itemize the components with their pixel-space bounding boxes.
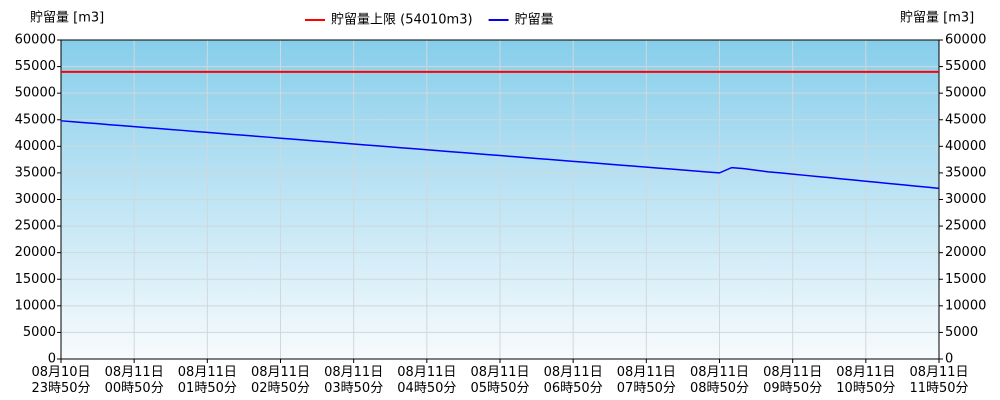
x-tick-label: 08月10日 23時50分 — [31, 365, 90, 396]
x-tick-label: 08月11日 03時50分 — [324, 365, 383, 396]
x-tick-time: 03時50分 — [324, 381, 383, 396]
x-tick-label: 08月11日 06時50分 — [544, 365, 603, 396]
x-tick-time: 11時50分 — [909, 381, 968, 396]
x-tick-date: 08月11日 — [544, 365, 603, 380]
y2-tick-label: 40000 — [945, 139, 986, 154]
y2-tick-label: 5000 — [945, 325, 978, 340]
y-tick-label: 50000 — [15, 86, 56, 101]
x-tick-time: 07時50分 — [617, 381, 676, 396]
x-tick-label: 08月11日 07時50分 — [617, 365, 676, 396]
y-tick-label: 25000 — [15, 219, 56, 234]
x-tick-label: 08月11日 00時50分 — [105, 365, 164, 396]
y2-tick-label: 20000 — [945, 245, 986, 260]
y2-tick-label: 45000 — [945, 112, 986, 127]
x-tick-label: 08月11日 08時50分 — [690, 365, 749, 396]
y2-tick-label: 30000 — [945, 192, 986, 207]
x-tick-label: 08月11日 02時50分 — [251, 365, 310, 396]
x-tick-time: 04時50分 — [397, 381, 456, 396]
x-tick-date: 08月11日 — [763, 365, 822, 380]
y2-tick-label: 25000 — [945, 219, 986, 234]
legend-label: 貯留量 — [515, 13, 554, 28]
x-tick-date: 08月11日 — [397, 365, 456, 380]
x-tick-label: 08月11日 04時50分 — [397, 365, 456, 396]
x-tick-time: 09時50分 — [763, 381, 822, 396]
y-tick-label: 10000 — [15, 298, 56, 313]
x-tick-label: 08月11日 10時50分 — [836, 365, 895, 396]
plot-frame — [60, 39, 940, 360]
y-tick-label: 60000 — [15, 33, 56, 48]
x-tick-label: 08月11日 09時50分 — [763, 365, 822, 396]
y2-tick-label: 15000 — [945, 272, 986, 287]
x-tick-time: 05時50分 — [470, 381, 529, 396]
x-tick-time: 01時50分 — [178, 381, 237, 396]
y-tick-label: 5000 — [23, 325, 56, 340]
x-tick-time: 00時50分 — [105, 381, 164, 396]
y-tick-label: 45000 — [15, 112, 56, 127]
y2-tick-label: 10000 — [945, 298, 986, 313]
x-tick-label: 08月11日 01時50分 — [178, 365, 237, 396]
y-tick-label: 15000 — [15, 272, 56, 287]
x-tick-date: 08月11日 — [617, 365, 676, 380]
x-tick-time: 02時50分 — [251, 381, 310, 396]
y2-axis-label: 貯留量 [m3] — [900, 11, 974, 26]
x-tick-date: 08月11日 — [909, 365, 968, 380]
x-tick-date: 08月11日 — [324, 365, 383, 380]
y2-tick-label: 55000 — [945, 59, 986, 74]
x-tick-date: 08月10日 — [31, 365, 90, 380]
legend-label: 貯留量上限 (54010m3) — [331, 13, 473, 28]
x-tick-time: 06時50分 — [544, 381, 603, 396]
x-tick-label: 08月11日 05時50分 — [470, 365, 529, 396]
x-tick-time: 23時50分 — [31, 381, 90, 396]
y2-tick-label: 35000 — [945, 165, 986, 180]
x-tick-time: 08時50分 — [690, 381, 749, 396]
x-tick-date: 08月11日 — [836, 365, 895, 380]
x-tick-date: 08月11日 — [251, 365, 310, 380]
x-tick-time: 10時50分 — [836, 381, 895, 396]
y-tick-label: 30000 — [15, 192, 56, 207]
x-tick-date: 08月11日 — [178, 365, 237, 380]
y2-tick-label: 60000 — [945, 33, 986, 48]
x-tick-date: 08月11日 — [690, 365, 749, 380]
x-tick-date: 08月11日 — [105, 365, 164, 380]
y2-tick-label: 0 — [945, 352, 953, 367]
x-tick-date: 08月11日 — [470, 365, 529, 380]
x-tick-label: 08月11日 11時50分 — [909, 365, 968, 396]
y2-tick-label: 50000 — [945, 86, 986, 101]
y-tick-label: 35000 — [15, 165, 56, 180]
y-tick-label: 40000 — [15, 139, 56, 154]
series-line — [60, 120, 940, 190]
y-tick-label: 55000 — [15, 59, 56, 74]
y-tick-label: 20000 — [15, 245, 56, 260]
y-tick-label: 0 — [48, 352, 56, 367]
y-axis-label: 貯留量 [m3] — [30, 11, 104, 26]
